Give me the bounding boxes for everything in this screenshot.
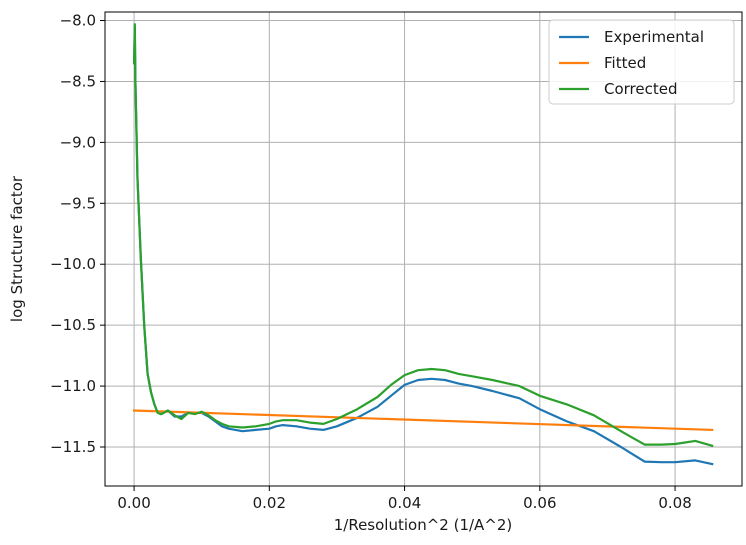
series-layer bbox=[132, 23, 714, 466]
y-tick-label: −11.0 bbox=[50, 377, 96, 395]
plot-frame bbox=[104, 11, 743, 487]
y-axis-label: log Structure factor bbox=[8, 175, 26, 322]
legend-label-fitted: Fitted bbox=[604, 54, 646, 72]
legend-box bbox=[548, 19, 735, 105]
x-tick-label: 0.06 bbox=[523, 494, 556, 512]
y-tick-label: −8.5 bbox=[60, 72, 96, 90]
x-tick-label: 0.04 bbox=[388, 494, 421, 512]
legend-label-experimental: Experimental bbox=[604, 28, 704, 46]
y-tick-label: −10.5 bbox=[50, 316, 96, 334]
x-axis-label: 1/Resolution^2 (1/A^2) bbox=[334, 516, 513, 534]
y-tick-label: −11.5 bbox=[50, 438, 96, 456]
y-tick-label: −8.0 bbox=[60, 12, 96, 30]
legend: Experimental Fitted Corrected bbox=[548, 19, 735, 105]
x-axis-ticks: 0.00 0.02 0.04 0.06 0.08 bbox=[117, 486, 692, 512]
x-tick-label: 0.00 bbox=[117, 494, 150, 512]
y-tick-label: −10.0 bbox=[50, 255, 96, 273]
y-tick-label: −9.5 bbox=[60, 194, 96, 212]
x-tick-label: 0.02 bbox=[253, 494, 286, 512]
legend-label-corrected: Corrected bbox=[604, 80, 678, 98]
grid-lines bbox=[105, 12, 742, 486]
x-tick-label: 0.08 bbox=[658, 494, 691, 512]
y-axis-ticks: −8.0 −8.5 −9.0 −9.5 −10.0 −10.5 −11.0 −11.5 bbox=[50, 12, 105, 456]
series-line-fitted bbox=[132, 409, 714, 432]
y-tick-label: −9.0 bbox=[60, 133, 96, 151]
series-line-corrected bbox=[132, 23, 714, 448]
